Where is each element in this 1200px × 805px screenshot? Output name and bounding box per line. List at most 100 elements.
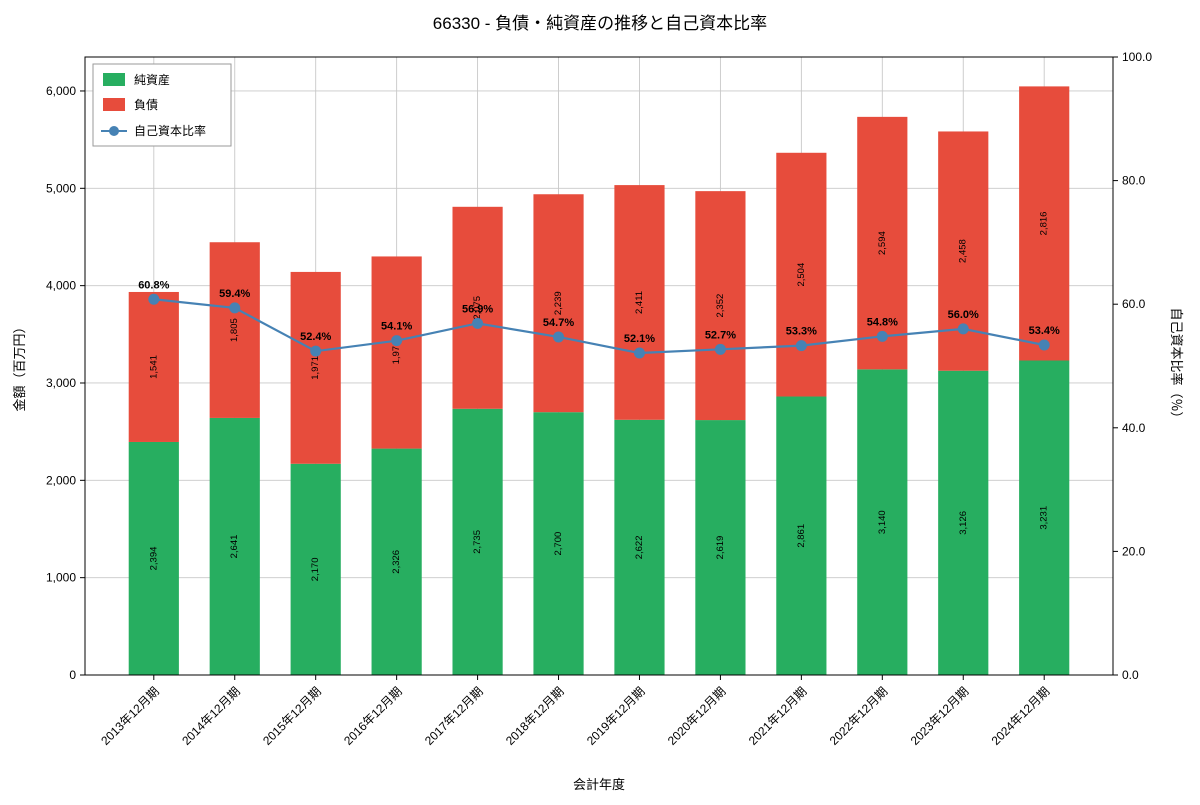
legend-label-ratio: 自己資本比率 bbox=[134, 123, 206, 138]
left-tick-label: 5,000 bbox=[46, 181, 76, 195]
x-tick-label: 2015年12月期 bbox=[260, 684, 324, 748]
x-tick-label: 2017年12月期 bbox=[422, 684, 486, 748]
legend: 純資産 負債 自己資本比率 bbox=[92, 63, 232, 147]
ratio-value-label: 52.4% bbox=[300, 331, 331, 343]
ratio-value-label: 53.3% bbox=[786, 326, 817, 338]
ratio-value-label: 59.4% bbox=[219, 288, 250, 300]
bar-value-liabilities: 2,594 bbox=[877, 231, 888, 255]
bar-value-liabilities: 2,458 bbox=[958, 239, 969, 263]
left-tick-label: 2,000 bbox=[46, 473, 76, 487]
bar-value-liabilities: 2,239 bbox=[553, 291, 564, 315]
x-tick-label: 2023年12月期 bbox=[908, 684, 972, 748]
bar-net-assets bbox=[128, 441, 179, 675]
bar-liabilities bbox=[857, 116, 908, 370]
x-tick-label: 2024年12月期 bbox=[989, 684, 1053, 748]
ratio-marker bbox=[229, 302, 241, 314]
ratio-value-label: 52.1% bbox=[624, 333, 655, 345]
ratio-value-label: 56.0% bbox=[948, 309, 979, 321]
ratio-value-label: 54.8% bbox=[867, 316, 898, 328]
ratio-value-label: 54.7% bbox=[543, 317, 574, 329]
bar-liabilities bbox=[371, 256, 422, 449]
ratio-marker bbox=[876, 330, 888, 342]
bar-net-assets bbox=[533, 412, 584, 675]
bar-value-liabilities: 2,816 bbox=[1039, 212, 1050, 236]
left-tick-label: 3,000 bbox=[46, 376, 76, 390]
left-tick-label: 4,000 bbox=[46, 279, 76, 293]
bar-value-net-assets: 2,619 bbox=[715, 536, 726, 560]
right-tick-label: 0.0 bbox=[1122, 668, 1139, 682]
bar-series: 2,394 1,541 2,641 1,805 2,170 1,971 2,326 1,974… bbox=[128, 86, 1070, 675]
bar-value-liabilities: 1,971 bbox=[310, 356, 321, 380]
bar-liabilities bbox=[533, 194, 584, 413]
x-axis-label: 会計年度 bbox=[573, 777, 625, 792]
legend-label-net-assets: 純資産 bbox=[134, 72, 170, 87]
right-tick-label: 100.0 bbox=[1122, 50, 1152, 64]
left-tick-label: 0 bbox=[69, 668, 76, 682]
bar-liabilities bbox=[128, 291, 179, 442]
ratio-value-label: 60.8% bbox=[138, 279, 169, 291]
legend-label-liabilities: 負債 bbox=[134, 97, 158, 112]
left-tick-label: 1,000 bbox=[46, 571, 76, 585]
left-axis-label: 金額（百万円） bbox=[12, 320, 27, 411]
ratio-value-label: 53.4% bbox=[1029, 325, 1060, 337]
bar-net-assets bbox=[209, 417, 260, 675]
ratio-value-label: 52.7% bbox=[705, 329, 736, 341]
ratio-marker bbox=[310, 345, 322, 357]
bar-net-assets bbox=[776, 396, 827, 675]
ratio-marker bbox=[391, 335, 403, 347]
right-tick-label: 20.0 bbox=[1122, 544, 1146, 558]
right-axis-label: 自己資本比率（％） bbox=[1169, 307, 1184, 424]
ratio-line bbox=[153, 298, 1045, 355]
bar-net-assets bbox=[938, 370, 989, 675]
bar-liabilities bbox=[452, 206, 503, 409]
bar-value-net-assets: 3,231 bbox=[1039, 506, 1050, 530]
x-tick-label: 2014年12月期 bbox=[179, 684, 243, 748]
right-tick-label: 40.0 bbox=[1122, 421, 1146, 435]
bar-value-net-assets: 2,326 bbox=[391, 550, 402, 574]
bar-value-net-assets: 2,700 bbox=[553, 532, 564, 556]
ratio-value-label: 54.1% bbox=[381, 321, 412, 333]
ratio-marker bbox=[1038, 339, 1050, 351]
bar-value-liabilities: 2,075 bbox=[472, 296, 483, 320]
x-tick-label: 2020年12月期 bbox=[665, 684, 729, 748]
bar-net-assets bbox=[614, 419, 665, 675]
bar-value-net-assets: 2,735 bbox=[472, 530, 483, 554]
bar-value-liabilities: 2,504 bbox=[796, 263, 807, 287]
bar-net-assets bbox=[857, 369, 908, 675]
bar-liabilities bbox=[776, 152, 827, 397]
bar-value-liabilities: 1,974 bbox=[391, 341, 402, 365]
left-tick-label: 6,000 bbox=[46, 84, 76, 98]
legend-marker-ratio-icon bbox=[109, 126, 119, 136]
bar-net-assets bbox=[371, 448, 422, 675]
bar-value-liabilities: 1,805 bbox=[229, 318, 240, 342]
bar-value-net-assets: 2,394 bbox=[148, 547, 159, 571]
ratio-line-series: 60.8% 59.4% 52.4% 54.1% 56.9% 54.7% 52.1% 52.7%… bbox=[138, 279, 1060, 359]
bar-net-assets bbox=[695, 420, 746, 675]
bar-value-net-assets: 2,170 bbox=[310, 557, 321, 581]
right-tick-label: 60.0 bbox=[1122, 297, 1146, 311]
plot-frame bbox=[84, 56, 1114, 676]
legend-swatch-net-assets bbox=[103, 73, 125, 86]
bar-liabilities bbox=[614, 185, 665, 420]
bar-liabilities bbox=[1019, 86, 1070, 361]
x-tick-label: 2022年12月期 bbox=[827, 684, 891, 748]
bar-liabilities bbox=[290, 271, 341, 464]
bar-net-assets bbox=[1019, 360, 1070, 675]
bar-net-assets bbox=[452, 408, 503, 675]
bar-net-assets bbox=[290, 463, 341, 675]
ratio-marker bbox=[472, 317, 484, 329]
right-tick-label: 80.0 bbox=[1122, 174, 1146, 188]
ratio-marker bbox=[553, 331, 565, 343]
ratio-marker bbox=[795, 340, 807, 352]
x-tick-label: 2018年12月期 bbox=[503, 684, 567, 748]
bar-liabilities bbox=[209, 242, 260, 418]
x-tick-label: 2019年12月期 bbox=[584, 684, 648, 748]
bar-value-net-assets: 3,126 bbox=[958, 511, 969, 535]
bar-value-net-assets: 2,641 bbox=[229, 535, 240, 559]
bar-liabilities bbox=[695, 191, 746, 421]
legend-swatch-liabilities bbox=[103, 98, 125, 111]
x-tick-label: 2016年12月期 bbox=[341, 684, 405, 748]
bar-value-liabilities: 2,352 bbox=[715, 294, 726, 318]
